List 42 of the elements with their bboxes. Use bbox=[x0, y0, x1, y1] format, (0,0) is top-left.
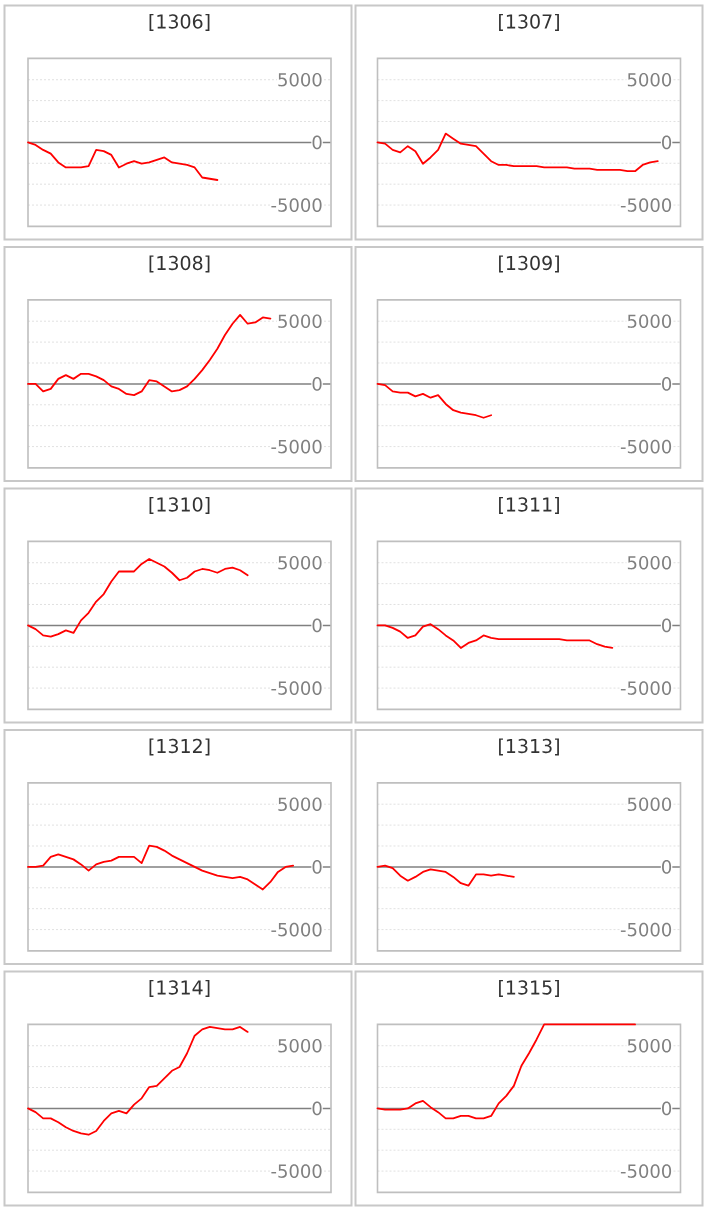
y-tick-label: 0 bbox=[312, 135, 322, 150]
y-tick-label: 0 bbox=[662, 135, 672, 150]
y-tick-label: 0 bbox=[662, 1101, 672, 1116]
y-tick-label: -5000 bbox=[620, 1164, 672, 1178]
y-tick-label: -5000 bbox=[620, 922, 672, 937]
line-series bbox=[27, 314, 272, 397]
y-tick-label: 0 bbox=[312, 618, 322, 633]
chart-title: [1314] bbox=[149, 979, 210, 997]
chart-title: [1311] bbox=[499, 496, 559, 514]
y-tick-label: 5000 bbox=[627, 555, 672, 570]
chart-title: [1307] bbox=[499, 13, 559, 31]
chart-title: [1312] bbox=[149, 738, 210, 756]
y-tick-label: -5000 bbox=[620, 681, 672, 695]
y-tick-label: 5000 bbox=[278, 314, 322, 329]
y-tick-label: 0 bbox=[312, 1101, 322, 1116]
y-tick-label: 5000 bbox=[278, 797, 322, 812]
y-tick-label: -5000 bbox=[620, 198, 672, 212]
chart-title: [1315] bbox=[499, 979, 559, 997]
chart-title: [1308] bbox=[149, 255, 210, 273]
chart-title: [1309] bbox=[499, 255, 559, 273]
y-tick-label: 0 bbox=[312, 860, 322, 874]
y-tick-label: 5000 bbox=[627, 1038, 672, 1053]
y-tick-label: 5000 bbox=[278, 72, 322, 87]
y-tick-label: 0 bbox=[662, 860, 672, 874]
y-tick-label: 5000 bbox=[627, 314, 672, 329]
y-tick-label: -5000 bbox=[271, 439, 322, 454]
y-tick-label: 0 bbox=[312, 377, 322, 391]
line-series bbox=[376, 382, 493, 419]
y-tick-label: -5000 bbox=[271, 922, 322, 937]
chart-title: [1313] bbox=[499, 738, 559, 756]
chart-title: [1306] bbox=[149, 13, 210, 31]
y-tick-label: -5000 bbox=[271, 681, 322, 695]
y-tick-label: 5000 bbox=[278, 555, 322, 570]
chart-title: [1310] bbox=[149, 496, 210, 514]
y-tick-label: 5000 bbox=[627, 797, 672, 812]
y-tick-label: 0 bbox=[662, 377, 672, 391]
y-tick-label: -5000 bbox=[620, 439, 672, 454]
y-tick-label: 0 bbox=[662, 618, 672, 633]
y-tick-label: 5000 bbox=[627, 72, 672, 87]
y-tick-label: 5000 bbox=[278, 1038, 322, 1053]
y-tick-label: -5000 bbox=[271, 198, 322, 212]
y-tick-label: -5000 bbox=[271, 1164, 322, 1178]
